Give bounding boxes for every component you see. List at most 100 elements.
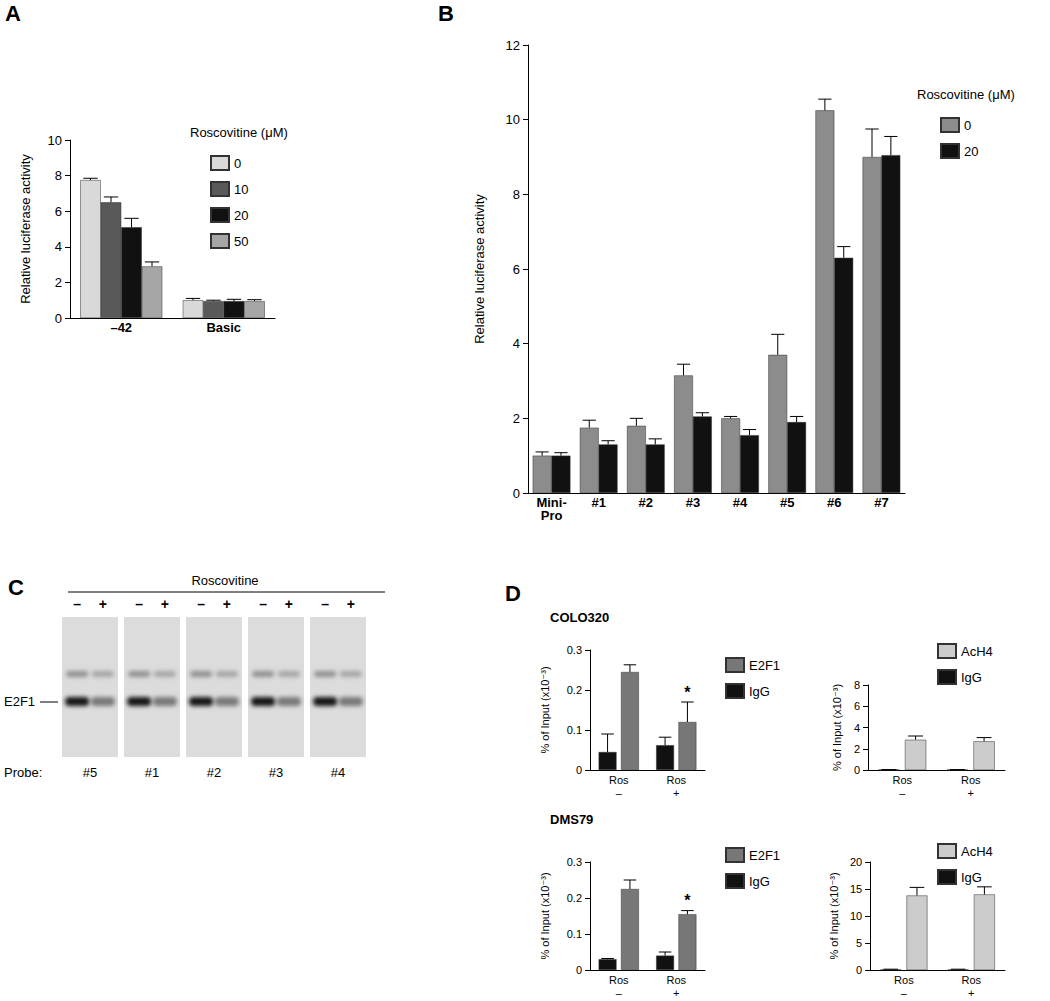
svg-text:2: 2 <box>854 743 860 755</box>
svg-text:% of Input (x10⁻³): % of Input (x10⁻³) <box>539 666 551 753</box>
svg-text:–: – <box>259 596 267 612</box>
svg-text:Ros: Ros <box>962 974 982 986</box>
svg-text:–: – <box>73 596 81 612</box>
svg-text:E2F1: E2F1 <box>749 848 780 863</box>
svg-text:–: – <box>135 596 143 612</box>
svg-text:0: 0 <box>854 764 860 776</box>
svg-text:C: C <box>8 575 24 600</box>
svg-text:–42: –42 <box>110 320 132 335</box>
svg-text:10: 10 <box>506 112 520 127</box>
svg-text:20: 20 <box>964 144 978 159</box>
svg-text:IgG: IgG <box>749 874 770 889</box>
svg-text:0.2: 0.2 <box>567 684 582 696</box>
svg-text:Ros: Ros <box>609 774 629 786</box>
svg-text:Probe:: Probe: <box>4 765 42 780</box>
svg-text:0.2: 0.2 <box>567 892 582 904</box>
svg-text:+: + <box>673 987 679 999</box>
svg-text:0.3: 0.3 <box>567 644 582 656</box>
svg-text:+: + <box>99 596 107 612</box>
svg-text:COLO320: COLO320 <box>550 610 609 625</box>
svg-text:#1: #1 <box>145 765 159 780</box>
svg-text:4: 4 <box>55 239 62 254</box>
svg-text:+: + <box>673 787 679 799</box>
svg-text:+: + <box>285 596 293 612</box>
svg-text:AcH4: AcH4 <box>961 844 993 859</box>
svg-text:6: 6 <box>854 700 860 712</box>
svg-text:Ros: Ros <box>609 974 629 986</box>
svg-text:20: 20 <box>850 856 862 868</box>
svg-text:2: 2 <box>55 275 62 290</box>
svg-text:% of Input (x10⁻³): % of Input (x10⁻³) <box>828 872 840 959</box>
svg-text:Roscovitine (μM): Roscovitine (μM) <box>190 125 288 140</box>
svg-text:50: 50 <box>234 234 248 249</box>
svg-text:20: 20 <box>234 208 248 223</box>
svg-text:B: B <box>438 1 454 26</box>
svg-text:10: 10 <box>48 133 62 148</box>
svg-text:–: – <box>616 987 623 999</box>
svg-text:DMS79: DMS79 <box>550 812 593 827</box>
svg-text:0.3: 0.3 <box>567 856 582 868</box>
svg-text:6: 6 <box>55 204 62 219</box>
svg-text:AcH4: AcH4 <box>961 644 993 659</box>
svg-text:–: – <box>321 596 329 612</box>
svg-text:–: – <box>899 787 906 799</box>
svg-text:#3: #3 <box>269 765 283 780</box>
svg-text:0: 0 <box>576 964 582 976</box>
svg-text:0.1: 0.1 <box>567 928 582 940</box>
svg-text:2: 2 <box>513 411 520 426</box>
svg-text:#2: #2 <box>207 765 221 780</box>
svg-text:15: 15 <box>850 883 862 895</box>
svg-text:8: 8 <box>55 168 62 183</box>
svg-text:% of Input (x10⁻³): % of Input (x10⁻³) <box>539 872 551 959</box>
svg-text:*: * <box>684 684 691 701</box>
svg-text:#7: #7 <box>874 495 888 510</box>
svg-text:#5: #5 <box>83 765 97 780</box>
svg-text:IgG: IgG <box>961 870 982 885</box>
svg-text:4: 4 <box>513 336 520 351</box>
svg-text:#4: #4 <box>331 765 345 780</box>
svg-text:Ros: Ros <box>666 774 686 786</box>
svg-text:IgG: IgG <box>749 684 770 699</box>
svg-text:0: 0 <box>513 486 520 501</box>
svg-text:#2: #2 <box>639 495 653 510</box>
svg-text:A: A <box>5 1 21 26</box>
svg-text:% of Input (x10⁻³): % of Input (x10⁻³) <box>831 684 843 771</box>
svg-text:0: 0 <box>964 118 971 133</box>
svg-text:+: + <box>161 596 169 612</box>
svg-text:E2F1: E2F1 <box>749 658 780 673</box>
svg-text:5: 5 <box>856 937 862 949</box>
svg-text:#3: #3 <box>686 495 700 510</box>
svg-text:0: 0 <box>856 964 862 976</box>
svg-text:Basic: Basic <box>206 320 241 335</box>
svg-text:–: – <box>901 987 908 999</box>
svg-text:Relative luciferase activity: Relative luciferase activity <box>18 154 33 304</box>
svg-text:8: 8 <box>513 187 520 202</box>
svg-text:Ros: Ros <box>892 774 912 786</box>
svg-text:+: + <box>223 596 231 612</box>
svg-text:0: 0 <box>55 311 62 326</box>
svg-text:#5: #5 <box>780 495 794 510</box>
svg-text:0.1: 0.1 <box>567 724 582 736</box>
svg-text:*: * <box>684 892 691 909</box>
svg-text:Roscovitine: Roscovitine <box>191 573 258 588</box>
svg-text:IgG: IgG <box>961 670 982 685</box>
svg-text:#1: #1 <box>591 495 605 510</box>
svg-text:4: 4 <box>854 722 860 734</box>
svg-text:10: 10 <box>234 182 248 197</box>
svg-text:Ros: Ros <box>961 774 981 786</box>
svg-text:0: 0 <box>576 764 582 776</box>
svg-text:10: 10 <box>850 910 862 922</box>
svg-text:Ros: Ros <box>666 974 686 986</box>
svg-text:E2F1: E2F1 <box>4 694 35 709</box>
svg-text:+: + <box>347 596 355 612</box>
svg-text:–: – <box>616 787 623 799</box>
svg-text:Pro: Pro <box>541 508 563 523</box>
svg-text:#6: #6 <box>827 495 841 510</box>
svg-text:Roscovitine (μM): Roscovitine (μM) <box>917 87 1015 102</box>
svg-text:6: 6 <box>513 262 520 277</box>
svg-text:8: 8 <box>854 679 860 691</box>
svg-text:+: + <box>968 787 974 799</box>
svg-text:Relative luciferase activity: Relative luciferase activity <box>472 194 487 344</box>
svg-text:Ros: Ros <box>894 974 914 986</box>
svg-text:#4: #4 <box>733 495 748 510</box>
